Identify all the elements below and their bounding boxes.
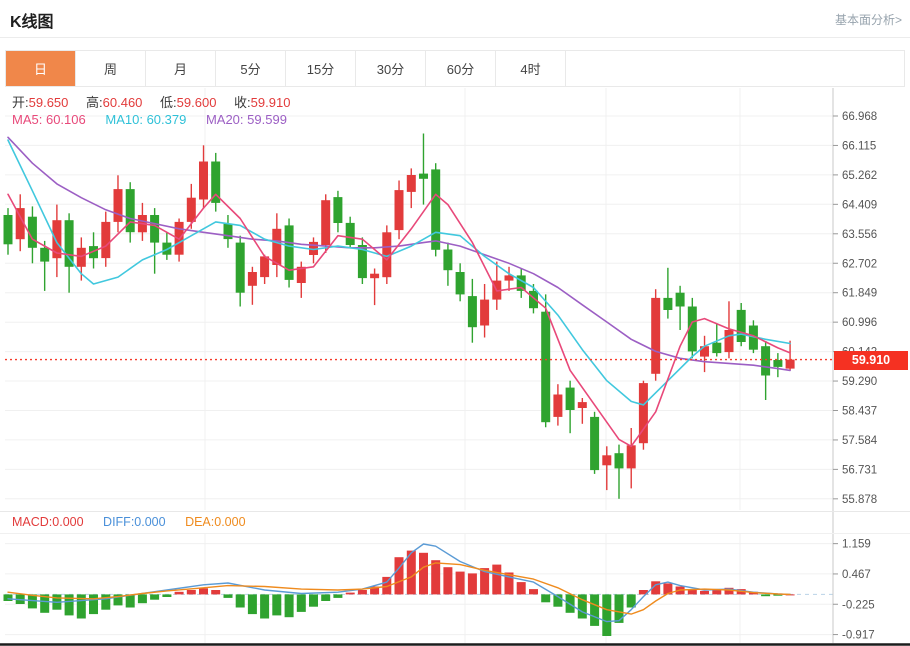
svg-text:-0.917: -0.917 xyxy=(842,630,875,642)
ma20-value: 59.599 xyxy=(247,112,287,127)
macd-histogram xyxy=(3,550,795,636)
svg-text:66.115: 66.115 xyxy=(842,140,876,152)
low-value: 59.600 xyxy=(176,95,217,110)
svg-text:0.467: 0.467 xyxy=(842,569,871,581)
svg-text:59.290: 59.290 xyxy=(842,376,877,388)
svg-text:-0.225: -0.225 xyxy=(842,599,875,611)
ma20-line xyxy=(7,136,791,372)
low-label: 低: xyxy=(160,95,177,110)
fundamental-analysis-link[interactable]: 基本面分析> xyxy=(834,13,902,27)
axis-labels: 66.968 66.115 65.262 64.409 63.556 62.702 61.8… xyxy=(833,111,878,642)
svg-text:56.731: 56.731 xyxy=(842,464,877,476)
ma-readout: MA5: 60.106 MA10: 60.379 MA20: 59.599 xyxy=(12,112,287,127)
page-header: K线图 基本面分析> xyxy=(0,0,910,38)
svg-text:55.878: 55.878 xyxy=(842,494,877,506)
diff-value: 0.000 xyxy=(134,515,166,529)
interval-tabbar: 日 周 月 5分 15分 30分 60分 4时 xyxy=(5,50,905,87)
svg-text:65.262: 65.262 xyxy=(842,170,877,182)
tab-15min[interactable]: 15分 xyxy=(286,51,356,86)
svg-text:61.849: 61.849 xyxy=(842,288,877,300)
tab-5min[interactable]: 5分 xyxy=(216,51,286,86)
tab-month[interactable]: 月 xyxy=(146,51,216,86)
open-label: 开: xyxy=(12,95,29,110)
svg-text:60.996: 60.996 xyxy=(842,317,877,329)
ma10-label: MA10: xyxy=(105,112,143,127)
diff-line xyxy=(7,543,791,623)
svg-text:62.702: 62.702 xyxy=(842,258,877,270)
macd-readout: MACD:0.000 DIFF:0.000 DEA:0.000 xyxy=(12,515,246,529)
tab-week[interactable]: 周 xyxy=(76,51,146,86)
ma20-label: MA20: xyxy=(205,112,244,127)
tab-60min[interactable]: 60分 xyxy=(426,51,496,86)
high-value: 60.460 xyxy=(102,95,143,110)
dea-value: 0.000 xyxy=(214,515,246,529)
candlesticks xyxy=(3,133,795,499)
svg-text:64.409: 64.409 xyxy=(842,199,877,211)
diff-label: DIFF: xyxy=(103,515,135,529)
ma10-line xyxy=(7,139,791,406)
svg-text:58.437: 58.437 xyxy=(842,406,877,418)
svg-text:57.584: 57.584 xyxy=(842,435,878,447)
high-label: 高: xyxy=(86,95,103,110)
ma10-value: 60.379 xyxy=(146,112,187,127)
macd-value: 0.000 xyxy=(52,515,84,529)
tab-day[interactable]: 日 xyxy=(6,51,76,86)
last-price-tag: 59.910 xyxy=(834,351,908,370)
tabbar-filler xyxy=(566,51,904,86)
close-label: 收: xyxy=(234,95,251,110)
ma5-value: 60.106 xyxy=(45,112,86,127)
dea-line xyxy=(7,562,791,615)
svg-text:1.159: 1.159 xyxy=(842,539,871,551)
page-title: K线图 xyxy=(10,14,54,31)
svg-text:66.968: 66.968 xyxy=(842,111,877,123)
close-value: 59.910 xyxy=(250,95,291,110)
svg-text:63.556: 63.556 xyxy=(842,229,877,241)
ma5-line xyxy=(7,193,791,448)
ma5-label: MA5: xyxy=(12,112,43,127)
gridlines xyxy=(5,88,833,643)
macd-label: MACD: xyxy=(12,515,53,529)
dea-label: DEA: xyxy=(185,515,215,529)
tab-30min[interactable]: 30分 xyxy=(356,51,426,86)
open-value: 59.650 xyxy=(28,95,69,110)
ohlc-readout: 开:59.650 高:60.460 低:59.600 收:59.910 xyxy=(12,92,304,111)
tab-4hour[interactable]: 4时 xyxy=(496,51,566,86)
